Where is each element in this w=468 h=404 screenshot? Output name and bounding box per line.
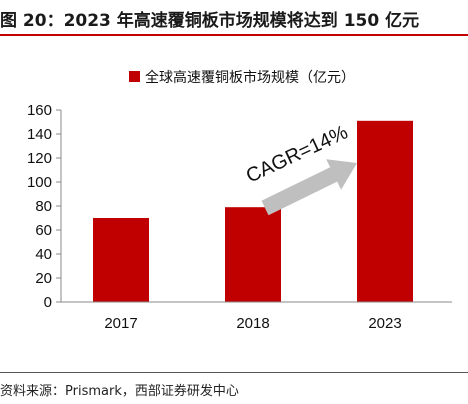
y-tick-label: 20 xyxy=(35,270,52,287)
figure-title: 图 20：2023 年高速覆铜板市场规模将达到 150 亿元 xyxy=(0,11,420,31)
y-tick-label: 160 xyxy=(27,102,52,119)
bar-2017 xyxy=(93,218,149,302)
bar-2023 xyxy=(357,120,413,302)
y-tick-label: 40 xyxy=(35,246,52,263)
x-axis: 2017 2018 2023 xyxy=(61,301,452,332)
legend-label: 全球高速覆铜板市场规模（亿元） xyxy=(145,69,355,86)
y-tick-label: 80 xyxy=(35,198,52,215)
bar-2018 xyxy=(225,207,281,302)
bars xyxy=(93,120,413,302)
cagr-arrow xyxy=(261,159,357,216)
y-tick-label: 0 xyxy=(44,294,52,311)
y-tick-label: 140 xyxy=(27,126,52,143)
title-divider xyxy=(0,34,468,36)
bar-chart: 全球高速覆铜板市场规模（亿元） 0 20 40 60 80 100 120 140 160 20… xyxy=(27,69,452,332)
source-note: 资料来源：Prismark，西部证券研发中心 xyxy=(0,384,239,399)
y-tick-label: 100 xyxy=(27,174,52,191)
y-tick-label: 60 xyxy=(35,222,52,239)
cagr-annotation: CAGR=14% xyxy=(243,121,357,216)
footer-divider xyxy=(0,372,468,373)
x-tick-label: 2018 xyxy=(236,315,269,332)
legend: 全球高速覆铜板市场规模（亿元） xyxy=(129,69,355,86)
x-tick-label: 2023 xyxy=(368,315,401,332)
y-axis: 0 20 40 60 80 100 120 140 160 xyxy=(27,102,62,311)
y-tick-label: 120 xyxy=(27,150,52,167)
x-tick-label: 2017 xyxy=(104,315,137,332)
legend-swatch xyxy=(129,71,140,82)
